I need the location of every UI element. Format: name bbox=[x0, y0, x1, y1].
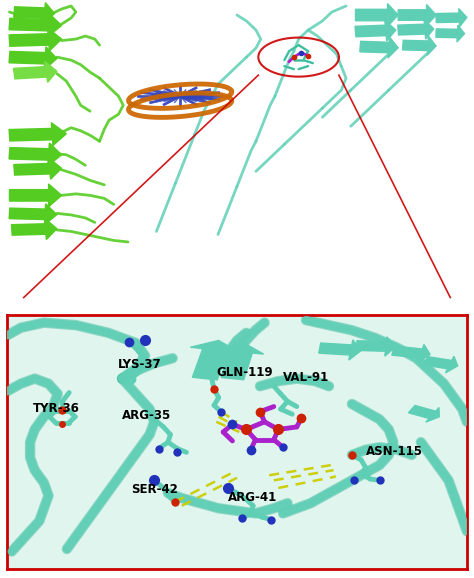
FancyArrow shape bbox=[191, 340, 240, 380]
Text: TYR-36: TYR-36 bbox=[32, 402, 79, 414]
FancyArrow shape bbox=[423, 356, 458, 373]
Text: GLN-119: GLN-119 bbox=[216, 366, 273, 379]
FancyArrow shape bbox=[219, 343, 264, 380]
Text: ARG-41: ARG-41 bbox=[228, 491, 277, 503]
FancyArrow shape bbox=[9, 28, 62, 51]
FancyArrow shape bbox=[360, 37, 398, 58]
FancyArrow shape bbox=[9, 14, 62, 36]
Text: SER-42: SER-42 bbox=[131, 483, 178, 496]
FancyArrow shape bbox=[319, 340, 361, 360]
FancyArrow shape bbox=[9, 143, 62, 166]
FancyArrow shape bbox=[9, 204, 57, 225]
Text: ARG-35: ARG-35 bbox=[122, 409, 171, 423]
FancyArrow shape bbox=[398, 5, 436, 25]
FancyArrow shape bbox=[9, 184, 62, 207]
FancyArrow shape bbox=[392, 344, 430, 362]
FancyArrow shape bbox=[355, 20, 396, 41]
FancyArrow shape bbox=[9, 123, 66, 146]
FancyArrow shape bbox=[356, 3, 398, 27]
FancyArrow shape bbox=[356, 337, 396, 356]
FancyArrow shape bbox=[9, 47, 57, 69]
FancyArrow shape bbox=[436, 9, 467, 27]
FancyArrow shape bbox=[14, 3, 55, 24]
FancyArrow shape bbox=[436, 25, 465, 42]
FancyArrow shape bbox=[14, 158, 62, 179]
Text: VAL-91: VAL-91 bbox=[283, 371, 329, 384]
FancyArrow shape bbox=[11, 218, 57, 239]
FancyArrow shape bbox=[13, 61, 57, 82]
Text: ASN-115: ASN-115 bbox=[366, 445, 423, 458]
Text: LYS-37: LYS-37 bbox=[118, 358, 161, 372]
FancyArrow shape bbox=[402, 36, 436, 55]
FancyArrow shape bbox=[409, 406, 439, 422]
FancyArrow shape bbox=[398, 19, 434, 39]
